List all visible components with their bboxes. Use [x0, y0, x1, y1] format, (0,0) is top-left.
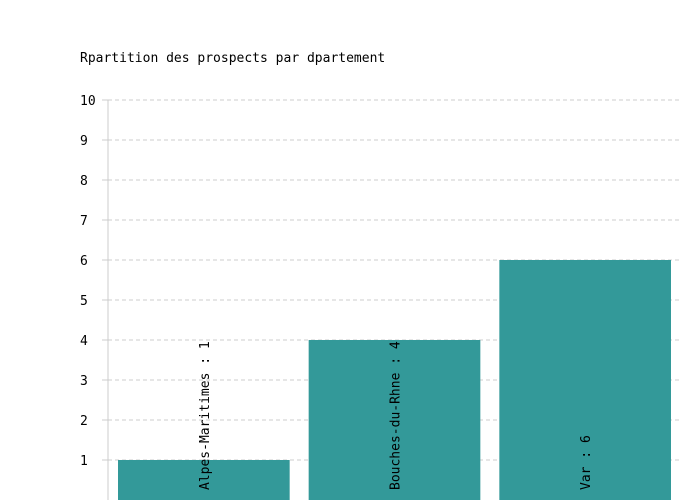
y-tick-label: 8	[80, 174, 88, 189]
bar-alpes-maritimes	[118, 460, 290, 500]
y-tick-label: 3	[80, 374, 88, 389]
chart-title: Rpartition des prospects par dpartement	[80, 51, 385, 66]
bar-label: Bouches-du-Rhne : 4	[389, 341, 404, 490]
bar-var	[499, 260, 671, 500]
y-tick-label: 6	[80, 254, 88, 269]
y-tick-labels: 1 2 3 4 5 6 7 8 9 10	[80, 94, 96, 469]
y-tick-label: 1	[80, 454, 88, 469]
y-tick-label: 2	[80, 414, 88, 429]
bars	[118, 260, 671, 500]
bar-label: Var : 6	[579, 435, 594, 490]
y-tick-label: 7	[80, 214, 88, 229]
axes	[102, 99, 109, 500]
y-tick-label: 9	[80, 134, 88, 149]
bar-bouches-du-rhne	[308, 340, 481, 500]
y-tick-label: 4	[80, 334, 88, 349]
bar-label: Alpes-Maritimes : 1	[198, 341, 213, 490]
y-tick-label: 5	[80, 294, 88, 309]
y-tick-label: 10	[80, 94, 96, 109]
bar-labels: Alpes-Maritimes : 1 Bouches-du-Rhne : 4 Va…	[198, 341, 594, 490]
